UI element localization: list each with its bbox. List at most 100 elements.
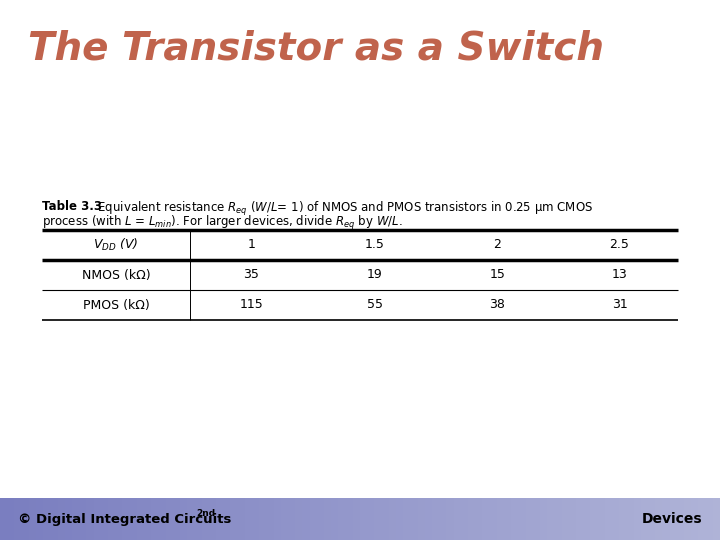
Bar — [266, 498, 274, 540]
Bar — [158, 498, 166, 540]
Bar — [533, 498, 540, 540]
Bar — [670, 498, 677, 540]
Bar — [511, 498, 518, 540]
Bar — [353, 498, 360, 540]
Text: Table 3.3: Table 3.3 — [42, 200, 102, 213]
Bar — [684, 498, 691, 540]
Bar — [713, 498, 720, 540]
Bar — [216, 498, 223, 540]
Text: 15: 15 — [490, 268, 505, 281]
Bar — [122, 498, 130, 540]
Bar — [43, 498, 50, 540]
Bar — [202, 498, 209, 540]
Bar — [590, 498, 598, 540]
Bar — [194, 498, 202, 540]
Bar — [576, 498, 583, 540]
Bar — [648, 498, 655, 540]
Text: PMOS (kΩ): PMOS (kΩ) — [83, 299, 149, 312]
Bar — [677, 498, 684, 540]
Bar — [490, 498, 497, 540]
Bar — [108, 498, 115, 540]
Bar — [252, 498, 259, 540]
Bar — [468, 498, 475, 540]
Bar — [662, 498, 670, 540]
Text: © Digital Integrated Circuits: © Digital Integrated Circuits — [18, 512, 231, 525]
Bar — [281, 498, 288, 540]
Bar — [187, 498, 194, 540]
Bar — [396, 498, 403, 540]
Bar — [569, 498, 576, 540]
Bar — [504, 498, 511, 540]
Bar — [482, 498, 490, 540]
Text: 35: 35 — [243, 268, 259, 281]
Bar — [86, 498, 94, 540]
Bar — [612, 498, 619, 540]
Text: 2: 2 — [494, 239, 501, 252]
Bar — [223, 498, 230, 540]
Bar — [526, 498, 533, 540]
Bar — [698, 498, 706, 540]
Bar — [475, 498, 482, 540]
Bar — [331, 498, 338, 540]
Bar — [439, 498, 446, 540]
Bar — [554, 498, 562, 540]
Bar — [0, 498, 7, 540]
Bar — [295, 498, 302, 540]
Text: process (with $L$ = $L_{min}$). For larger devices, divide $R_{eq}$ by $W$/$L$.: process (with $L$ = $L_{min}$). For larg… — [42, 214, 402, 232]
Bar — [151, 498, 158, 540]
Bar — [101, 498, 108, 540]
Bar — [317, 498, 324, 540]
Text: 55: 55 — [366, 299, 382, 312]
Text: Equivalent resistance $R_{eq}$ ($W$/$L$= 1) of NMOS and PMOS transistors in 0.25: Equivalent resistance $R_{eq}$ ($W$/$L$=… — [90, 200, 593, 218]
Bar — [65, 498, 72, 540]
Bar — [144, 498, 151, 540]
Bar — [655, 498, 662, 540]
Text: 13: 13 — [611, 268, 627, 281]
Bar — [374, 498, 382, 540]
Bar — [58, 498, 65, 540]
Bar — [418, 498, 425, 540]
Text: NMOS (kΩ): NMOS (kΩ) — [81, 268, 150, 281]
Bar — [461, 498, 468, 540]
Bar — [641, 498, 648, 540]
Bar — [22, 498, 29, 540]
Bar — [29, 498, 36, 540]
Bar — [518, 498, 526, 540]
Text: $V_{DD}$ (V): $V_{DD}$ (V) — [94, 237, 139, 253]
Bar — [346, 498, 353, 540]
Text: The Transistor as a Switch: The Transistor as a Switch — [28, 30, 604, 68]
Text: 115: 115 — [240, 299, 264, 312]
Bar — [583, 498, 590, 540]
Bar — [288, 498, 295, 540]
Bar — [382, 498, 389, 540]
Text: 31: 31 — [611, 299, 627, 312]
Text: 19: 19 — [366, 268, 382, 281]
Bar — [259, 498, 266, 540]
Bar — [166, 498, 173, 540]
Text: Devices: Devices — [642, 512, 702, 526]
Text: 2.5: 2.5 — [610, 239, 629, 252]
Bar — [432, 498, 439, 540]
Bar — [425, 498, 432, 540]
Bar — [626, 498, 634, 540]
Bar — [50, 498, 58, 540]
Bar — [691, 498, 698, 540]
Bar — [706, 498, 713, 540]
Bar — [389, 498, 396, 540]
Bar — [36, 498, 43, 540]
Bar — [598, 498, 605, 540]
Bar — [302, 498, 310, 540]
Bar — [338, 498, 346, 540]
Bar — [540, 498, 547, 540]
Bar — [403, 498, 410, 540]
Bar — [209, 498, 216, 540]
Bar — [14, 498, 22, 540]
Bar — [360, 498, 367, 540]
Bar — [173, 498, 180, 540]
Bar — [497, 498, 504, 540]
Bar — [79, 498, 86, 540]
Bar — [410, 498, 418, 540]
Text: 1.5: 1.5 — [364, 239, 384, 252]
Bar — [72, 498, 79, 540]
Bar — [180, 498, 187, 540]
